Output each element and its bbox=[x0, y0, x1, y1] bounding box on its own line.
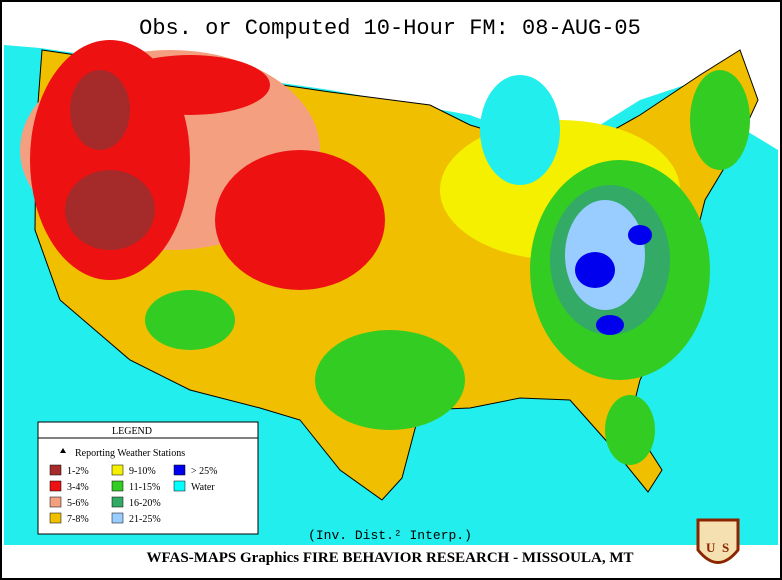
zone bbox=[628, 225, 652, 245]
zone bbox=[65, 170, 155, 250]
zone bbox=[596, 315, 624, 335]
legend-swatch bbox=[49, 512, 62, 524]
legend-label: 11-15% bbox=[129, 482, 160, 493]
legend-box bbox=[37, 421, 259, 535]
zone bbox=[110, 55, 270, 115]
logo: U S bbox=[696, 518, 740, 564]
zone bbox=[70, 70, 130, 150]
legend-label: 5-6% bbox=[67, 498, 89, 509]
zone bbox=[690, 70, 750, 170]
legend-items: 1-2% 3-4% 5-6% 7-8% 9-10% 11-15% 16-20% 21-25% >… bbox=[49, 464, 217, 525]
legend-label: 9-10% bbox=[129, 466, 156, 477]
logo-shield bbox=[696, 518, 740, 564]
legend-swatch bbox=[111, 496, 124, 508]
legend-swatch bbox=[111, 512, 124, 524]
legend-swatch bbox=[173, 480, 186, 492]
footer: WFAS-MAPS Graphics FIRE BEHAVIOR RESEARC… bbox=[147, 550, 634, 566]
map-title: Obs. or Computed 10-Hour FM: 08-AUG-05 bbox=[139, 16, 641, 41]
zone bbox=[480, 75, 560, 185]
legend-label: 3-4% bbox=[67, 482, 89, 493]
fuel-moisture-zones bbox=[20, 40, 750, 465]
legend-swatch bbox=[49, 480, 62, 492]
zone bbox=[605, 395, 655, 465]
zone bbox=[145, 290, 235, 350]
legend-label: 16-20% bbox=[129, 498, 161, 509]
legend-swatch bbox=[111, 464, 124, 476]
legend-label: Water bbox=[191, 482, 215, 493]
legend-label: 21-25% bbox=[129, 514, 161, 525]
legend-swatch bbox=[49, 464, 62, 476]
zone bbox=[315, 330, 465, 430]
zone bbox=[575, 252, 615, 288]
legend-label: 7-8% bbox=[67, 514, 89, 525]
legend-swatch bbox=[173, 464, 186, 476]
legend-swatch bbox=[111, 480, 124, 492]
legend-title: LEGEND bbox=[112, 426, 152, 437]
legend-label: > 25% bbox=[191, 466, 217, 477]
logo-letter: S bbox=[722, 540, 729, 555]
legend-label: 1-2% bbox=[67, 466, 89, 477]
zone bbox=[215, 150, 385, 290]
logo-letter: U bbox=[706, 540, 716, 555]
legend-stations: Reporting Weather Stations bbox=[75, 448, 185, 459]
interp-note: (Inv. Dist.² Interp.) bbox=[308, 528, 472, 543]
station-symbol bbox=[60, 448, 66, 453]
legend-swatch bbox=[49, 496, 62, 508]
